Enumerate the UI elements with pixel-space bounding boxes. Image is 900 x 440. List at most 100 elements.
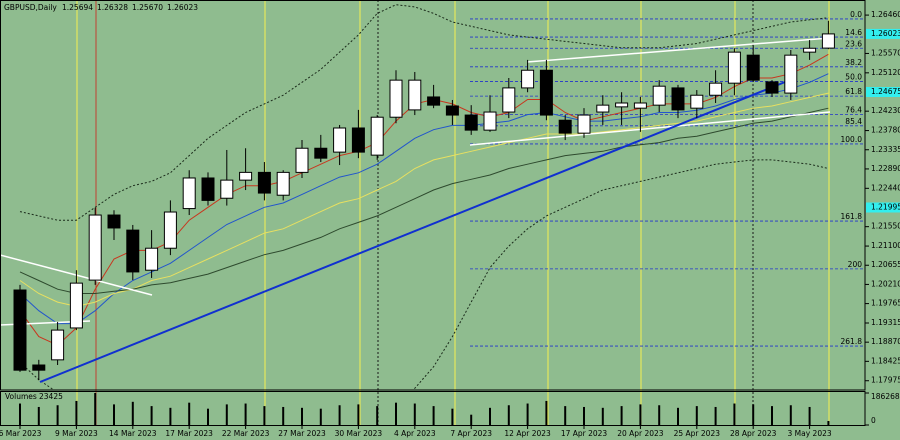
candle-body <box>351 127 365 153</box>
y-tick-label: 1.25570 <box>871 48 900 57</box>
trend-line <box>469 111 831 146</box>
y-tick-label: 1.19315 <box>871 318 900 327</box>
candle-body <box>88 214 102 281</box>
header-value: 1.25670 <box>132 3 163 12</box>
candle-body <box>464 114 478 131</box>
candle-body <box>652 85 666 106</box>
fib-label: 100.0 <box>841 135 863 144</box>
y-tick-label: 1.26460 <box>871 10 900 19</box>
candle-body <box>201 177 215 201</box>
indicator-line <box>19 107 829 294</box>
price-marker <box>866 28 900 39</box>
candle-body <box>333 127 347 153</box>
candle-body <box>596 104 610 113</box>
fib-label: 161.8 <box>841 212 863 221</box>
y-tick-label: 1.22440 <box>871 183 900 192</box>
y-tick-label: 1.23335 <box>871 145 900 154</box>
y-tick-label: 1.22890 <box>871 164 900 173</box>
candle-body <box>558 119 572 134</box>
trend-line <box>39 79 791 383</box>
candle-body <box>182 177 196 210</box>
y-tick-label: 1.17975 <box>871 376 900 385</box>
candle-body <box>370 116 384 156</box>
y-tick-label: 1.24230 <box>871 106 900 115</box>
candle-body <box>295 147 309 173</box>
candle-body <box>746 54 760 81</box>
axis-layer: 1.26460 1.25570 1.25120 1.24230 1.23780 1.233… <box>0 10 900 438</box>
y-tick-label: 1.21550 <box>871 222 900 231</box>
candle-body <box>445 105 459 116</box>
candle-body <box>276 171 290 196</box>
y-tick-label: 1.23780 <box>871 126 900 135</box>
y-tick-label: 1.21100 <box>871 241 900 250</box>
price-marker-label: 1.21995 <box>871 202 900 211</box>
volume-tick-label: 0 <box>871 416 876 425</box>
volume-last: 23425 <box>39 392 63 401</box>
fib-label: 200 <box>848 260 863 269</box>
x-tick-label: 25 Apr 2023 <box>674 429 721 438</box>
candle-body <box>483 111 497 131</box>
y-tick-label: 1.25120 <box>871 68 900 77</box>
fib-label: 85.4 <box>845 117 862 126</box>
header-value: 1.26023 <box>167 3 198 12</box>
x-tick-label: 6 Mar 2023 <box>0 429 42 438</box>
fib-label: 23.6 <box>845 39 862 48</box>
candle-body <box>615 102 629 108</box>
candle-body <box>765 81 779 94</box>
candle-body <box>671 87 685 111</box>
candle-body <box>633 102 647 109</box>
header-value: 1.26328 <box>97 3 128 12</box>
symbol: GBPUSD,Daily <box>4 3 57 12</box>
x-tick-label: 17 Mar 2023 <box>165 429 213 438</box>
candle-body <box>521 69 535 89</box>
volume-title: Volumes <box>5 392 37 401</box>
x-tick-label: 20 Apr 2023 <box>617 429 664 438</box>
indicator-line <box>19 92 829 307</box>
y-tick-label: 1.20210 <box>871 279 900 288</box>
fib-label: 50.0 <box>845 72 862 81</box>
candle-body <box>107 214 121 229</box>
price-marker-label: 1.26023 <box>871 29 900 38</box>
volume-frame <box>0 391 866 426</box>
x-tick-label: 30 Mar 2023 <box>335 429 383 438</box>
price-marker-label: 1.24675 <box>871 87 900 96</box>
candle-body <box>32 364 46 371</box>
candle-body <box>69 282 83 329</box>
candle-body <box>389 79 403 118</box>
y-tick-label: 1.20655 <box>871 260 900 269</box>
x-tick-label: 3 May 2023 <box>788 429 832 438</box>
price-marker <box>866 87 900 98</box>
x-tick-label: 12 Apr 2023 <box>504 429 551 438</box>
x-tick-label: 17 Apr 2023 <box>561 429 608 438</box>
x-tick-label: 14 Mar 2023 <box>109 429 157 438</box>
candle-body <box>502 87 516 113</box>
candle-body <box>577 114 591 134</box>
x-tick-label: 4 Apr 2023 <box>394 429 436 438</box>
candle-body <box>314 147 328 159</box>
x-tick-label: 22 Mar 2023 <box>222 429 270 438</box>
fib-label: 61.8 <box>845 87 862 96</box>
candle-body <box>427 96 441 106</box>
fib-label: 14.6 <box>845 28 862 37</box>
x-tick-label: 9 Mar 2023 <box>55 429 98 438</box>
fib-label: 0.0 <box>850 10 862 19</box>
candle-body <box>690 94 704 109</box>
fib-label: 76.4 <box>845 106 862 115</box>
candle-body <box>163 211 177 249</box>
trend-line <box>526 37 831 63</box>
volume-tick-label: 186268 <box>871 392 900 401</box>
x-tick-label: 28 Apr 2023 <box>730 429 777 438</box>
candle-body <box>51 329 65 361</box>
price-marker <box>866 202 900 213</box>
candle-body <box>727 51 741 84</box>
candle-body <box>257 171 271 194</box>
y-tick-label: 1.18425 <box>871 356 900 365</box>
candle-body <box>220 179 234 199</box>
candles-layer <box>13 20 835 381</box>
plot-frame <box>0 0 866 391</box>
candle-body <box>408 79 422 111</box>
fib-label: 261.8 <box>841 337 863 346</box>
